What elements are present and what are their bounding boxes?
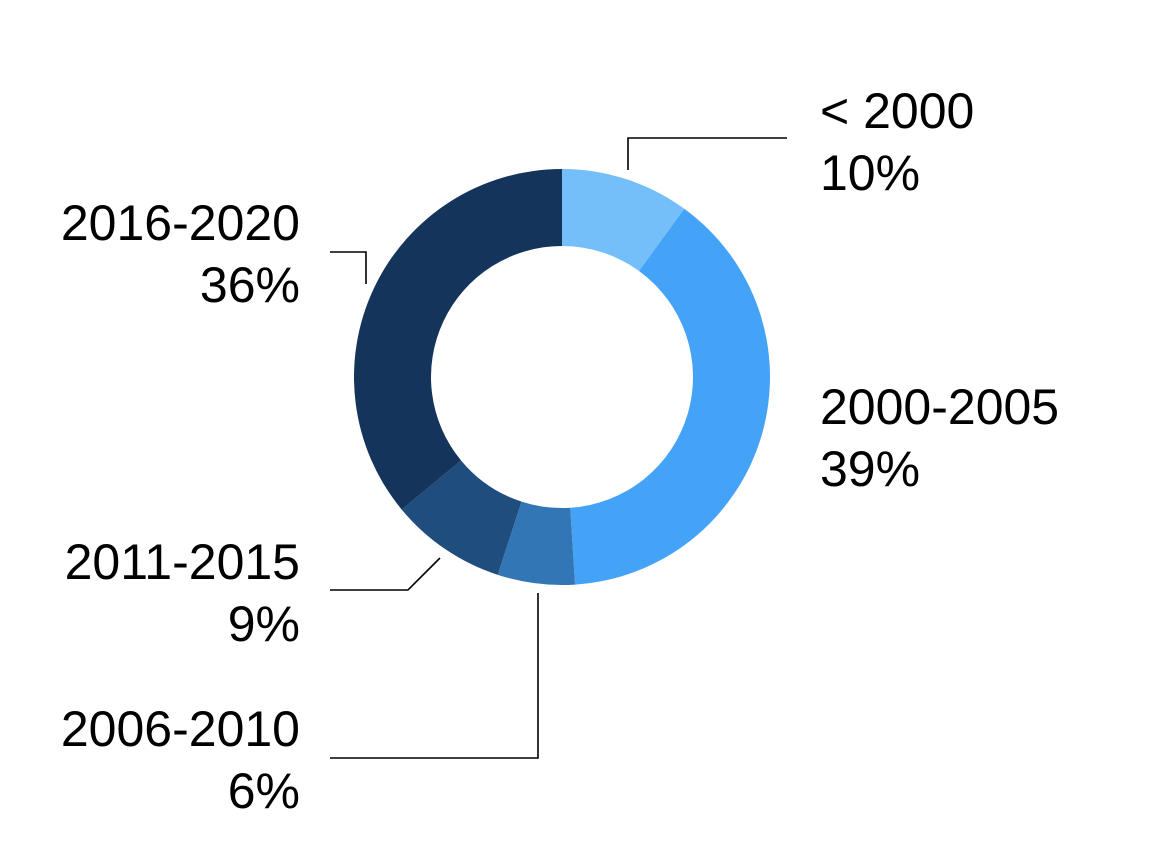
donut-slices	[353, 169, 771, 585]
slice-percent-lt2000: 10%	[820, 145, 920, 201]
slice-percent-2006-2010: 6%	[228, 763, 300, 819]
donut-slice-2006-2010	[497, 501, 576, 585]
leader-line-2006-2010	[330, 593, 539, 759]
slice-label-2011-2015: 2011-2015	[65, 534, 300, 590]
slice-percent-2011-2015: 9%	[228, 596, 300, 652]
slice-label-2016-2020: 2016-2020	[61, 195, 300, 251]
slice-percent-2000-2005: 39%	[820, 441, 920, 497]
leader-line-2016-2020	[330, 251, 367, 284]
slice-label-lt2000: < 2000	[820, 83, 974, 139]
leader-line-2011-2015	[330, 557, 441, 591]
slice-label-2000-2005: 2000-2005	[820, 379, 1059, 435]
donut-slice-2000-2005	[570, 208, 771, 585]
leader-line-lt2000	[627, 137, 787, 170]
slice-percent-2016-2020: 36%	[200, 257, 300, 313]
donut-slice-2011-2015	[401, 460, 522, 575]
donut-slice-2016-2020	[353, 169, 562, 510]
donut-slice-lt2000	[562, 169, 685, 272]
slice-label-2006-2010: 2006-2010	[61, 701, 300, 757]
